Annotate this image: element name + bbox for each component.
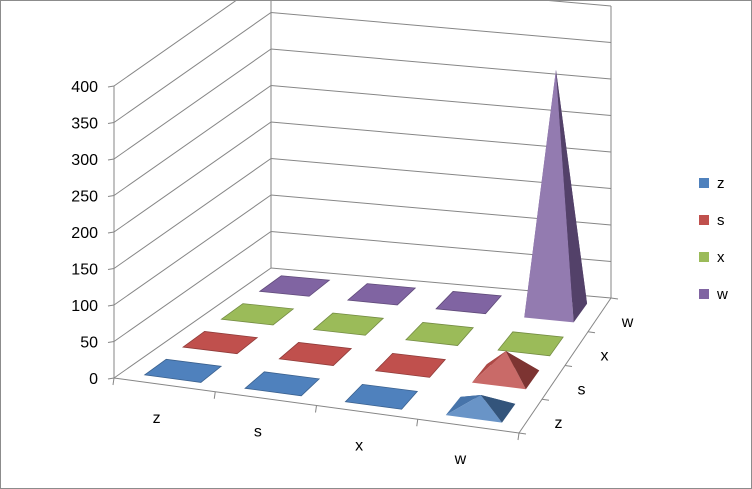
gridline (113, 230, 612, 342)
y-tick-mark (107, 231, 115, 234)
gridline (113, 11, 612, 123)
y-tick-label: 0 (89, 371, 98, 388)
pyramid-front-face (524, 69, 574, 323)
pyramid-s-s (278, 342, 353, 366)
pyramid-base (346, 283, 417, 306)
pyramid-base (220, 303, 295, 326)
legend-label-w: w (716, 286, 728, 303)
gridline (113, 267, 612, 379)
pyramid-x-s (312, 312, 385, 336)
depth-tick-mark (564, 365, 573, 367)
y-tick-label: 100 (71, 298, 98, 315)
legend-swatch-x (699, 252, 709, 262)
pyramid-s-x (374, 352, 447, 378)
legend-swatch-w (699, 289, 709, 299)
legend-label-x: x (717, 249, 725, 266)
depth-tick-mark (610, 297, 619, 300)
gridline (113, 48, 612, 160)
pyramid-z-s (244, 371, 321, 397)
y-tick-label: 350 (71, 116, 98, 133)
depth-tick-mark (518, 432, 527, 435)
pyramid-front-face (445, 395, 502, 423)
x-axis-tick-labels: z s x w (153, 410, 467, 468)
y-tick-mark (107, 341, 115, 343)
y-axis-tick-labels: 400 350 300 250 200 150 100 50 0 (71, 79, 98, 388)
pyramid-x-x (405, 322, 475, 346)
gridline (113, 84, 612, 196)
y-tick-mark (107, 377, 115, 380)
depth-tick-label: s (578, 381, 586, 398)
pyramid-base (374, 352, 447, 378)
depth-tick-mark (587, 331, 596, 334)
x-tick-mark (112, 377, 115, 386)
pyramid-w-x (435, 291, 502, 315)
y-tick-label: 50 (80, 335, 98, 352)
y-tick-label: 400 (71, 79, 98, 96)
pyramid-front-face (471, 351, 526, 390)
pyramid-right-face (555, 69, 588, 323)
pyramid-base (435, 291, 502, 315)
legend-swatch-z (699, 178, 709, 188)
depth-tick-label: x (601, 348, 609, 365)
pyramid-w-w (524, 69, 588, 323)
y-tick-label: 200 (71, 225, 98, 242)
pyramid-w-z (258, 275, 331, 297)
legend: z s x w (699, 175, 728, 303)
y-tick-label: 250 (71, 189, 98, 206)
pyramid-base (143, 358, 223, 383)
y-tick-mark (107, 268, 115, 270)
pyramid-right-face (505, 351, 540, 390)
pyramid-z-w (445, 395, 516, 423)
gridline (113, 194, 612, 306)
y-tick-mark (107, 304, 115, 307)
gridlines (113, 1, 612, 379)
pyramid-base (405, 322, 475, 346)
pyramid-base (244, 371, 321, 397)
pyramid-left-face (471, 351, 506, 383)
pyramid-w-s (346, 283, 417, 306)
pyramid-base (182, 331, 259, 355)
x-tick-label: x (355, 437, 363, 454)
legend-swatch-s (699, 215, 709, 225)
pyramid-base (497, 331, 564, 357)
legend-label-s: s (717, 212, 725, 229)
pyramid-z-x (344, 383, 419, 410)
x-tick-label: w (454, 451, 467, 468)
y-tick-mark (107, 85, 115, 88)
gridline (113, 157, 612, 269)
y-tick-mark (107, 122, 115, 124)
pyramid-base (258, 275, 331, 297)
pyramid-z-z (143, 358, 223, 383)
y-tick-label: 300 (71, 152, 98, 169)
pyramid-s-w (471, 351, 540, 390)
x-tick-mark (517, 432, 520, 441)
depth-tick-label: z (555, 415, 563, 432)
x-tick-mark (315, 405, 317, 413)
pyramid-base (344, 383, 419, 410)
legend-label-z: z (717, 175, 725, 192)
pyramid-base (278, 342, 353, 366)
pyramid-x-w (497, 331, 564, 357)
y-tick-mark (107, 158, 115, 161)
x-tick-label: z (153, 410, 161, 427)
pyramid-left-face (445, 395, 481, 416)
x-tick-mark (213, 391, 216, 399)
y-tick-mark (107, 195, 115, 197)
x-tick-label: s (254, 424, 262, 441)
pyramid-right-face (480, 395, 516, 423)
y-tick-label: 150 (71, 262, 98, 279)
depth-tick-mark (541, 398, 550, 401)
pyramid-base (312, 312, 385, 336)
gridline (113, 1, 612, 87)
x-tick-mark (416, 419, 419, 427)
depth-tick-label: w (621, 314, 634, 331)
pyramid-s-z (182, 331, 259, 355)
gridline (113, 121, 612, 233)
pyramid-x-z (220, 303, 295, 326)
data-marks (143, 69, 588, 423)
